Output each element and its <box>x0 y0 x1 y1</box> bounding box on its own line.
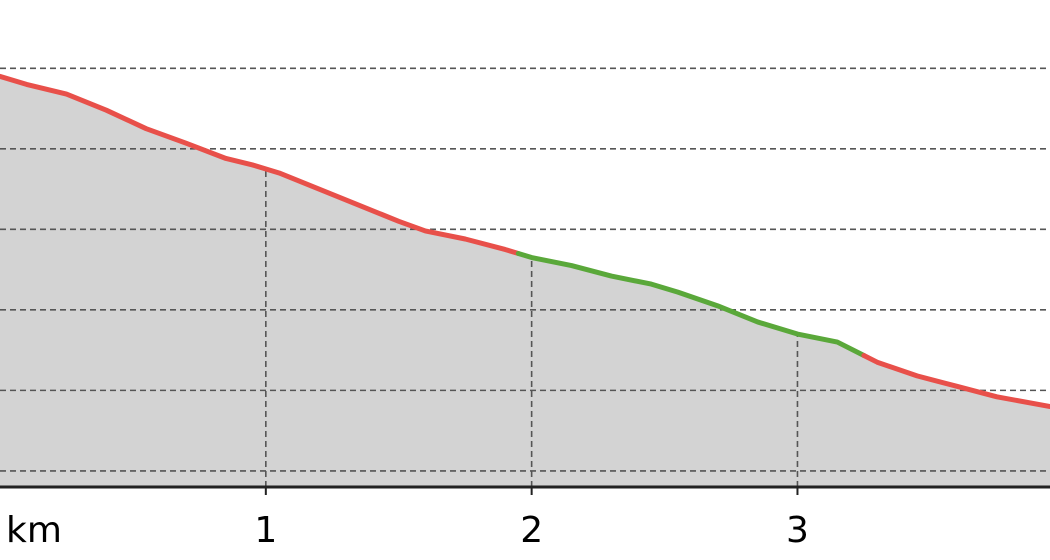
x-tick-label: 3 <box>786 510 809 551</box>
x-axis-unit-label: km <box>6 510 62 551</box>
tick-label-layer: km1234 <box>6 510 809 551</box>
area-layer <box>0 76 1050 488</box>
profile-line-segment <box>861 352 1050 409</box>
grid-layer <box>0 67 1050 487</box>
elevation-area-fill <box>0 76 1050 488</box>
profile-line-segment <box>515 251 867 358</box>
profile-line-segment <box>0 73 521 256</box>
x-tick-label: 2 <box>520 510 543 551</box>
axis-layer <box>0 485 1050 495</box>
x-tick-label: 1 <box>254 510 277 551</box>
profile-line-layer <box>0 73 1050 409</box>
